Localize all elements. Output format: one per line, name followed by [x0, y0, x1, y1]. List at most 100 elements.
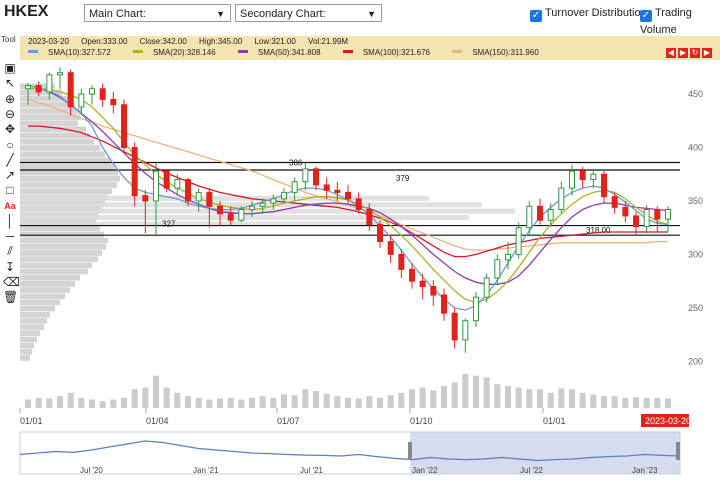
- x-tick-label: 01/01: [20, 416, 43, 426]
- sma10-legend: SMA(10):327.572: [28, 48, 121, 57]
- candle-body: [227, 213, 234, 221]
- volume-bar: [494, 384, 501, 408]
- zoom-in-icon[interactable]: ⊕: [4, 92, 16, 106]
- navigator-tick-label: Jan '22: [412, 466, 438, 475]
- candle-body: [249, 205, 255, 211]
- candle-body: [590, 173, 597, 181]
- fib-icon[interactable]: ↧: [4, 260, 16, 274]
- candle-body: [345, 191, 351, 200]
- volume-bar: [622, 397, 629, 408]
- volume-bar: [558, 388, 565, 408]
- candle-body: [526, 205, 533, 229]
- volume-bar: [153, 375, 159, 408]
- level-label: 318.00: [586, 226, 611, 235]
- sma100-swatch: [342, 50, 353, 53]
- prev-icon[interactable]: ◀: [666, 48, 676, 58]
- volume-bar: [259, 396, 266, 408]
- candle-body: [281, 191, 287, 200]
- line-icon[interactable]: ╱: [6, 153, 14, 167]
- volume-bar: [57, 396, 63, 408]
- candle-body: [163, 170, 170, 189]
- candle-body: [430, 285, 437, 296]
- turnover-bar: [20, 225, 100, 232]
- candle-body: [35, 85, 42, 93]
- trading-volume-checkbox[interactable]: ✓ Trading Volume: [640, 5, 720, 36]
- volume-bar: [238, 399, 245, 408]
- navigator-tick-label: Jul '20: [80, 466, 103, 475]
- navigator-left-handle: [408, 442, 412, 460]
- sma20-swatch: [132, 50, 143, 53]
- info-bar: 2023-03-20 Open:333.00 Close:342.00 High…: [20, 36, 720, 60]
- ray-icon[interactable]: ↗: [4, 168, 16, 182]
- parallel-lines-icon[interactable]: ⫽: [7, 244, 13, 258]
- trading-volume-label: Trading Volume: [640, 7, 692, 36]
- candle-body: [558, 187, 565, 211]
- sma20-legend: SMA(20):328.146: [132, 48, 226, 57]
- main-chart-select[interactable]: Main Chart: ▼: [84, 4, 231, 22]
- sma100-legend: SMA(100):321.676: [342, 48, 440, 57]
- volume-bar: [430, 390, 437, 408]
- candle-body: [259, 202, 266, 207]
- candle-body: [174, 179, 181, 189]
- candle-body: [366, 209, 373, 225]
- hand-icon[interactable]: ✥: [4, 122, 16, 136]
- circle-icon[interactable]: ○: [6, 138, 14, 152]
- pointer-icon[interactable]: ↖: [4, 76, 16, 90]
- turnover-distribution-checkbox[interactable]: ✓ Turnover Distribution: [530, 5, 647, 22]
- volume-bar: [441, 385, 447, 408]
- horizontal-line-icon[interactable]: ─: [5, 229, 15, 243]
- main-chart-select-label: Main Chart:: [89, 8, 146, 20]
- candle-body: [419, 280, 426, 287]
- volume-bar: [473, 375, 479, 408]
- candle-body: [398, 253, 405, 270]
- candle-body: [579, 170, 586, 181]
- volume-bar: [526, 389, 533, 408]
- zoom-out-icon[interactable]: ⊖: [4, 107, 16, 121]
- turnover-bar: [20, 108, 82, 114]
- candle-body: [387, 241, 394, 255]
- top-bar: HKEX Main Chart: ▼ Secondary Chart: ▼ ✓ T…: [0, 0, 720, 36]
- sma10-text: SMA(10):327.572: [48, 48, 111, 57]
- turnover-profile-bar: [20, 195, 430, 201]
- volume-bar: [35, 397, 42, 408]
- volume-bar: [409, 389, 415, 408]
- eraser-icon[interactable]: ⌫: [3, 275, 20, 289]
- secondary-chart-select[interactable]: Secondary Chart: ▼: [235, 4, 382, 22]
- turnover-bar: [20, 293, 65, 300]
- candle-body: [313, 168, 319, 186]
- candle-body: [110, 98, 117, 106]
- candle-body: [409, 268, 415, 282]
- volume-bar: [78, 397, 85, 408]
- turnover-bar: [20, 348, 32, 355]
- candle-body: [238, 209, 245, 221]
- volume-bar: [547, 392, 554, 408]
- turnover-bar: [20, 188, 112, 195]
- candle-body: [473, 296, 479, 322]
- candle-body: [483, 277, 490, 298]
- volume-bar: [206, 399, 213, 408]
- volume-bar: [579, 392, 586, 408]
- turnover-bar: [20, 151, 105, 157]
- next-icon[interactable]: ▶: [678, 48, 688, 58]
- candle-body: [206, 191, 213, 207]
- turnover-bar: [20, 274, 80, 281]
- volume-bar: [334, 396, 341, 408]
- sma100-text: SMA(100):321.676: [362, 48, 430, 57]
- refresh-icon[interactable]: ↻: [690, 48, 700, 58]
- candle-body: [569, 170, 575, 189]
- text-icon[interactable]: Aa: [4, 201, 16, 211]
- candle-body: [515, 227, 522, 255]
- trash-icon[interactable]: 🗑: [3, 290, 19, 304]
- chevron-down-icon: ▼: [216, 9, 225, 19]
- select-icon[interactable]: ▣: [4, 61, 16, 75]
- y-tick-label: 400: [688, 143, 703, 153]
- candle-body: [142, 195, 149, 202]
- candle-body: [643, 209, 650, 228]
- rectangle-icon[interactable]: □: [6, 183, 14, 197]
- turnover-distribution-label: Turnover Distribution: [545, 7, 647, 19]
- candle-body: [665, 209, 671, 220]
- vertical-line-icon[interactable]: │: [6, 214, 14, 228]
- play-icon[interactable]: ▶: [702, 48, 712, 58]
- candle-body: [622, 206, 629, 217]
